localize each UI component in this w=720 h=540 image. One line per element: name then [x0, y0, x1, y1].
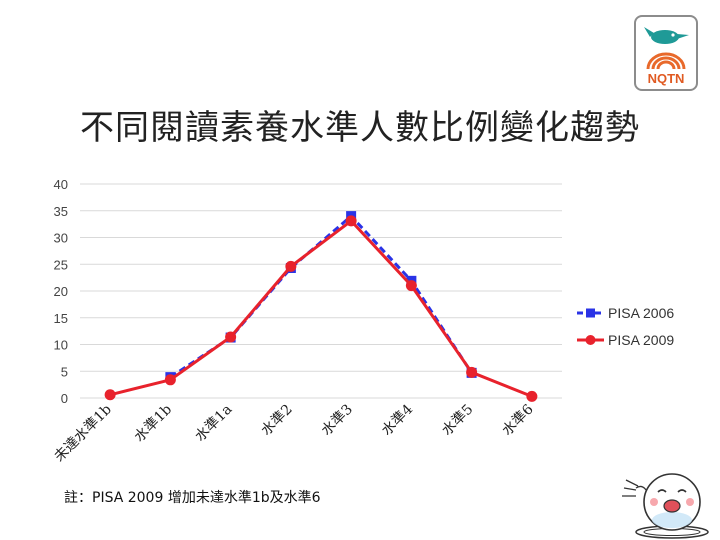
- x-tick-label: 水準5: [439, 402, 476, 439]
- footnote: 註：PISA 2009 增加未達水準1b及水準6: [64, 490, 321, 506]
- y-tick-label: 20: [54, 284, 68, 299]
- y-tick-label: 0: [61, 391, 68, 406]
- y-tick-label: 35: [54, 204, 68, 219]
- chart-legend: PISA 2006 PISA 2009: [577, 305, 674, 348]
- nqtn-logo: NQTN: [634, 15, 698, 91]
- series-line: [169, 214, 473, 379]
- x-tick-label: 水準4: [379, 401, 416, 438]
- line-chart: 0 5 10 15 20 25 30 35 40 未達水準1b 水準1b 水準1a 水準2 水準3 水準4…: [51, 177, 674, 465]
- legend-item: PISA 2009: [577, 332, 674, 348]
- mascot-illustration: [622, 473, 709, 539]
- x-tick-label: 未達水準1b: [51, 401, 115, 465]
- series-line: [109, 219, 533, 398]
- legend-item: PISA 2006: [577, 305, 674, 321]
- x-tick-label: 水準2: [258, 402, 295, 439]
- y-tick-label: 40: [54, 177, 68, 192]
- legend-label: PISA 2006: [608, 305, 674, 321]
- logo-text: NQTN: [648, 71, 685, 86]
- x-tick-label: 水準1a: [192, 402, 235, 445]
- data-point: [164, 374, 176, 386]
- y-tick-label: 30: [54, 231, 68, 246]
- data-point: [225, 331, 237, 343]
- data-point: [104, 389, 116, 401]
- page-title: 不同閱讀素養水準人數比例變化趨勢: [80, 108, 640, 148]
- data-point: [405, 280, 417, 292]
- data-point: [285, 260, 297, 272]
- x-tick-labels: 未達水準1b 水準1b 水準1a 水準2 水準3 水準4 水準5 水準6: [51, 401, 536, 465]
- x-tick-label: 水準1b: [131, 401, 175, 445]
- series-2: [104, 215, 538, 402]
- bird-icon: [644, 27, 689, 44]
- y-tick-label: 10: [54, 338, 68, 353]
- x-tick-label: 水準3: [319, 402, 356, 439]
- rings-icon: [646, 52, 686, 70]
- legend-marker: [586, 308, 595, 318]
- x-tick-label: 水準6: [499, 401, 536, 438]
- series-1: [165, 211, 477, 383]
- y-tick-labels: 0 5 10 15 20 25 30 35 40: [54, 177, 68, 406]
- chart-gridlines: [80, 183, 562, 399]
- data-point: [526, 390, 538, 402]
- legend-label: PISA 2009: [608, 332, 674, 348]
- data-point: [466, 366, 478, 378]
- y-tick-label: 25: [54, 257, 68, 272]
- data-point: [345, 215, 357, 227]
- y-tick-label: 15: [54, 311, 68, 326]
- legend-marker: [585, 335, 596, 345]
- chart-series: [104, 211, 538, 402]
- y-tick-label: 5: [61, 364, 68, 379]
